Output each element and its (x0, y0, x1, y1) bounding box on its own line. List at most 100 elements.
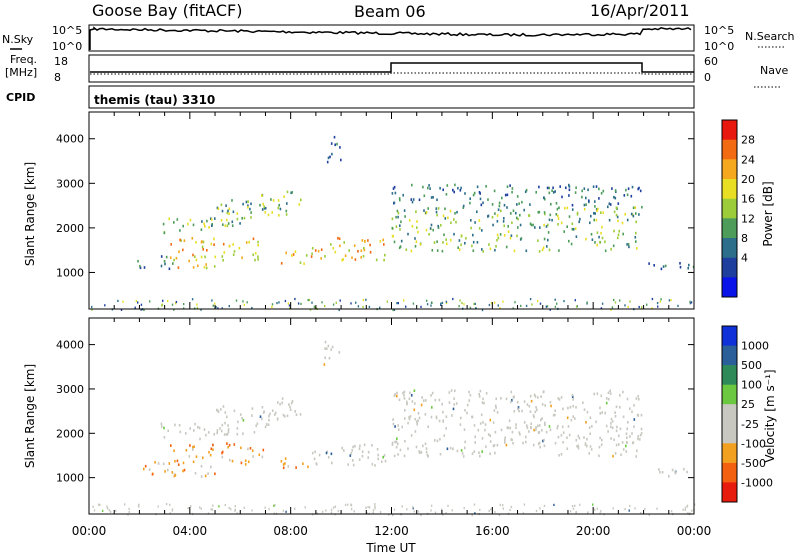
power-point (231, 199, 233, 202)
velocity-point (550, 404, 552, 408)
noise-left-tick-top: 10^5 (52, 24, 82, 37)
power-point (656, 302, 659, 305)
velocity-point (522, 441, 524, 445)
power-point (517, 217, 519, 221)
power-point (586, 301, 588, 304)
velocity-point (661, 471, 664, 474)
velocity-point (198, 426, 201, 430)
power-point (464, 192, 466, 195)
power-point (214, 302, 216, 305)
velocity-point (529, 410, 532, 413)
colorbar-swatch (722, 159, 737, 180)
power-point (596, 231, 599, 234)
velocity-point (430, 509, 432, 512)
power-point (350, 302, 352, 305)
velocity-point (261, 406, 264, 409)
velocity-point (407, 447, 409, 450)
power-point (576, 211, 579, 215)
velocity-point (391, 443, 394, 446)
velocity-point (413, 408, 416, 412)
velocity-point (560, 434, 563, 437)
velocity-point (203, 428, 206, 431)
power-point (362, 254, 365, 258)
velocity-point (261, 455, 264, 459)
velocity-point (128, 507, 130, 510)
velocity-point (194, 471, 197, 475)
power-point (430, 304, 432, 307)
power-point (506, 185, 509, 188)
velocity-point (622, 415, 625, 419)
power-point (596, 209, 598, 213)
velocity-point (639, 433, 642, 437)
velocity-point (188, 455, 191, 458)
power-point (241, 256, 243, 259)
power-point (608, 202, 611, 205)
power-point (670, 299, 672, 302)
velocity-point (459, 423, 462, 426)
velocity-point (686, 505, 688, 508)
power-point (272, 199, 275, 202)
velocity-point (251, 407, 254, 410)
power-point (414, 245, 417, 248)
power-point (651, 307, 653, 310)
velocity-point (628, 509, 630, 512)
velocity-point (462, 455, 465, 458)
velocity-point (584, 443, 587, 446)
velocity-point (199, 437, 201, 441)
cpid-panel-frame (88, 85, 695, 109)
velocity-point (418, 416, 421, 420)
velocity-point (424, 442, 427, 446)
power-point (464, 241, 466, 245)
velocity-point (504, 441, 506, 444)
velocity-point (530, 422, 532, 425)
velocity-point (492, 444, 495, 448)
power-point (513, 249, 516, 253)
power-point (613, 229, 615, 233)
velocity-point (417, 510, 420, 513)
power-point (330, 142, 333, 145)
velocity-point (192, 460, 195, 464)
velocity-point (445, 512, 447, 515)
power-point (338, 237, 341, 240)
velocity-point (192, 445, 194, 449)
velocity-point (413, 389, 416, 392)
power-point (498, 204, 501, 208)
velocity-point (568, 433, 571, 437)
velocity-point (538, 441, 541, 445)
velocity-point (530, 399, 533, 403)
power-point (615, 206, 618, 209)
velocity-point (560, 396, 563, 399)
velocity-point (330, 511, 333, 514)
velocity-point (566, 416, 569, 420)
velocity-point (629, 407, 631, 410)
velocity-point (562, 431, 565, 434)
power-point (140, 308, 142, 311)
velocity-point (682, 508, 684, 511)
power-point (472, 240, 475, 244)
velocity-point (402, 391, 404, 395)
velocity-point (644, 507, 646, 511)
velocity-point (287, 465, 290, 468)
power-point (408, 219, 411, 222)
power-point (627, 187, 630, 190)
power-point (271, 303, 274, 306)
velocity-point (365, 506, 367, 509)
power-point (482, 250, 484, 253)
velocity-point (557, 397, 560, 400)
power-point (555, 213, 558, 216)
power-panel-frame (88, 111, 695, 310)
power-point (460, 243, 462, 247)
power-point (469, 197, 471, 200)
velocity-point (549, 400, 552, 404)
power-point (660, 298, 662, 301)
x-axis-label: Time UT (365, 541, 416, 554)
velocity-point (495, 406, 497, 409)
power-point (462, 204, 465, 208)
power-point (257, 240, 259, 244)
velocity-point (189, 444, 191, 447)
power-point (415, 210, 417, 213)
velocity-point (544, 404, 546, 407)
velocity-point (640, 512, 642, 515)
velocity-point (544, 423, 546, 426)
power-point (595, 185, 598, 188)
